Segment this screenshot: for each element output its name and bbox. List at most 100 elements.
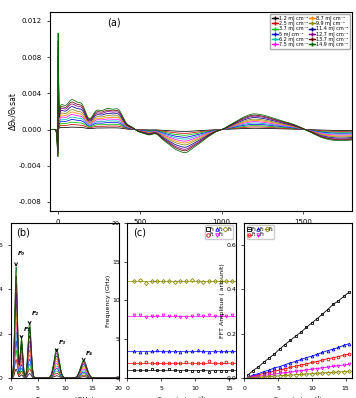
5 mJ cm⁻²: [103, 120, 107, 125]
7.5 mJ cm⁻²: [350, 133, 355, 137]
Legend: F₀, F₁, F₂, F₃, F₄: F₀, F₁, F₂, F₃, F₄: [205, 225, 233, 239]
8.7 mJ cm⁻²: [103, 115, 107, 120]
2.5 mJ cm⁻²: [274, 125, 278, 130]
11.4 mJ cm⁻²: [56, 53, 60, 58]
5 mJ cm⁻²: [297, 126, 301, 131]
13.7 mJ cm⁻²: [297, 124, 301, 129]
2.5 mJ cm⁻²: [56, 132, 60, 137]
5 mJ cm⁻²: [350, 131, 355, 135]
Line: 8.7 mJ cm⁻²: 8.7 mJ cm⁻²: [50, 73, 352, 145]
1.2 mJ cm⁻²: [48, 127, 52, 132]
8.7 mJ cm⁻²: [163, 134, 168, 139]
8.7 mJ cm⁻²: [56, 71, 60, 76]
1.2 mJ cm⁻²: [350, 128, 355, 133]
11.4 mJ cm⁻²: [163, 137, 168, 141]
Line: 13.7 mJ cm⁻²: 13.7 mJ cm⁻²: [50, 41, 352, 154]
11.4 mJ cm⁻²: [350, 135, 355, 140]
Text: F₄: F₄: [86, 351, 93, 356]
6.2 mJ cm⁻²: [274, 123, 278, 127]
8.7 mJ cm⁻²: [245, 119, 249, 124]
12.7 mJ cm⁻²: [274, 118, 278, 123]
6.2 mJ cm⁻²: [229, 125, 234, 130]
12.7 mJ cm⁻²: [297, 125, 301, 129]
2.5 mJ cm⁻²: [48, 127, 52, 132]
Y-axis label: ΔΘₖ/Θₖsat: ΔΘₖ/Θₖsat: [9, 92, 17, 131]
8.7 mJ cm⁻²: [297, 125, 301, 130]
6.2 mJ cm⁻²: [245, 121, 249, 126]
7.5 mJ cm⁻²: [48, 127, 52, 132]
X-axis label: Eₚᵤₘₚ (mJ.cm⁻²): Eₚᵤₘₚ (mJ.cm⁻²): [274, 396, 323, 398]
3.7 mJ cm⁻²: [297, 127, 301, 131]
Legend: 1.2 mJ cm⁻², 2.5 mJ cm⁻², 3.7 mJ cm⁻², 5 mJ cm⁻², 6.2 mJ cm⁻², 7.5 mJ cm⁻², 8.7 : 1.2 mJ cm⁻², 2.5 mJ cm⁻², 3.7 mJ cm⁻², 5…: [271, 14, 350, 49]
3.7 mJ cm⁻²: [56, 134, 60, 139]
3.7 mJ cm⁻²: [245, 124, 249, 129]
6.2 mJ cm⁻²: [103, 119, 107, 123]
14.9 mJ cm⁻²: [297, 124, 301, 129]
Text: (a): (a): [108, 18, 121, 28]
1.2 mJ cm⁻²: [163, 128, 168, 133]
6.2 mJ cm⁻²: [48, 127, 52, 132]
5 mJ cm⁻²: [163, 131, 168, 136]
13.7 mJ cm⁻²: [103, 109, 107, 113]
7.5 mJ cm⁻²: [245, 120, 249, 125]
1.2 mJ cm⁻²: [56, 129, 60, 134]
8.7 mJ cm⁻²: [48, 127, 52, 132]
Y-axis label: FFT Amplitue ( arb.unit): FFT Amplitue ( arb.unit): [220, 263, 225, 338]
9.9 mJ cm⁻²: [297, 125, 301, 130]
5 mJ cm⁻²: [274, 123, 278, 128]
1.2 mJ cm⁻²: [56, 119, 60, 124]
Text: F₀: F₀: [18, 252, 25, 256]
3.7 mJ cm⁻²: [163, 130, 168, 135]
Line: 1.2 mJ cm⁻²: 1.2 mJ cm⁻²: [50, 122, 352, 132]
13.7 mJ cm⁻²: [56, 152, 60, 157]
11.4 mJ cm⁻²: [48, 127, 52, 132]
7.5 mJ cm⁻²: [229, 124, 234, 129]
6.2 mJ cm⁻²: [163, 132, 168, 137]
11.4 mJ cm⁻²: [56, 148, 60, 153]
12.7 mJ cm⁻²: [56, 150, 60, 155]
13.7 mJ cm⁻²: [245, 115, 249, 119]
13.7 mJ cm⁻²: [56, 39, 60, 43]
1.2 mJ cm⁻²: [103, 125, 107, 130]
14.9 mJ cm⁻²: [163, 139, 168, 144]
8.7 mJ cm⁻²: [350, 133, 355, 138]
12.7 mJ cm⁻²: [229, 123, 234, 127]
11.4 mJ cm⁻²: [103, 112, 107, 117]
3.7 mJ cm⁻²: [274, 125, 278, 129]
2.5 mJ cm⁻²: [245, 125, 249, 130]
3.7 mJ cm⁻²: [350, 130, 355, 135]
7.5 mJ cm⁻²: [274, 122, 278, 127]
12.7 mJ cm⁻²: [245, 115, 249, 120]
9.9 mJ cm⁻²: [56, 145, 60, 150]
6.2 mJ cm⁻²: [297, 126, 301, 131]
6.2 mJ cm⁻²: [56, 139, 60, 143]
2.5 mJ cm⁻²: [229, 126, 234, 131]
7.5 mJ cm⁻²: [163, 133, 168, 138]
2.5 mJ cm⁻²: [297, 127, 301, 131]
5 mJ cm⁻²: [229, 125, 234, 130]
Line: 14.9 mJ cm⁻²: 14.9 mJ cm⁻²: [50, 33, 352, 157]
9.9 mJ cm⁻²: [229, 123, 234, 128]
Text: F₁: F₁: [23, 327, 31, 332]
1.2 mJ cm⁻²: [229, 127, 234, 131]
14.9 mJ cm⁻²: [48, 127, 52, 132]
2.5 mJ cm⁻²: [163, 129, 168, 134]
Line: 6.2 mJ cm⁻²: 6.2 mJ cm⁻²: [50, 90, 352, 141]
5 mJ cm⁻²: [56, 136, 60, 141]
8.7 mJ cm⁻²: [56, 143, 60, 148]
14.9 mJ cm⁻²: [229, 122, 234, 127]
Line: 3.7 mJ cm⁻²: 3.7 mJ cm⁻²: [50, 105, 352, 136]
12.7 mJ cm⁻²: [48, 127, 52, 132]
14.9 mJ cm⁻²: [245, 113, 249, 118]
14.9 mJ cm⁻²: [274, 117, 278, 121]
2.5 mJ cm⁻²: [103, 124, 107, 129]
13.7 mJ cm⁻²: [163, 139, 168, 143]
14.9 mJ cm⁻²: [350, 138, 355, 142]
Line: 11.4 mJ cm⁻²: 11.4 mJ cm⁻²: [50, 56, 352, 150]
7.5 mJ cm⁻²: [103, 117, 107, 122]
12.7 mJ cm⁻²: [350, 136, 355, 141]
Line: 2.5 mJ cm⁻²: 2.5 mJ cm⁻²: [50, 113, 352, 134]
14.9 mJ cm⁻²: [56, 154, 60, 159]
2.5 mJ cm⁻²: [350, 129, 355, 134]
6.2 mJ cm⁻²: [350, 131, 355, 136]
